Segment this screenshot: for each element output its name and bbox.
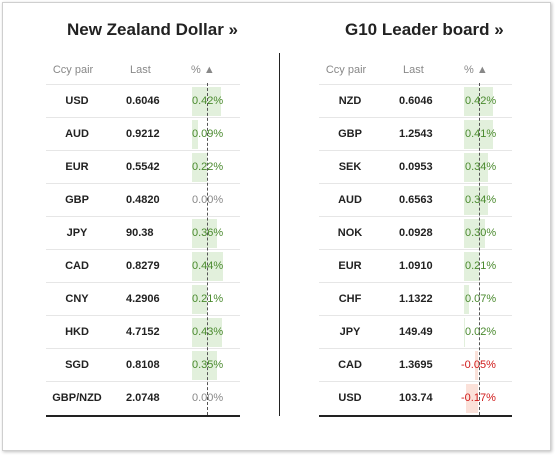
ccy-pair-cell[interactable]: AUD — [338, 194, 362, 206]
change-bar — [464, 153, 488, 182]
table-row[interactable]: CAD 0.8279 0.44% — [46, 249, 240, 283]
change-bar — [466, 384, 478, 413]
ccy-pair-cell[interactable]: CAD — [338, 359, 362, 371]
pct-change-cell: 0.30% — [465, 227, 497, 239]
ccy-pair-cell[interactable]: CAD — [65, 260, 89, 272]
last-price-cell: 1.3695 — [399, 359, 433, 371]
last-price-cell: 149.49 — [399, 326, 433, 338]
last-price-cell: 103.74 — [399, 392, 433, 404]
ccy-pair-cell[interactable]: HKD — [65, 326, 89, 338]
table-bottom-rule — [46, 415, 240, 417]
table-row[interactable]: GBP/NZD 2.0748 0.00% — [46, 381, 240, 415]
change-bar — [464, 318, 466, 347]
ccy-pair-cell[interactable]: CHF — [338, 293, 362, 305]
table-row[interactable]: JPY 149.49 0.02% — [319, 315, 512, 349]
ccy-pair-cell[interactable]: NOK — [337, 227, 363, 239]
ccy-pair-cell[interactable]: NZD — [338, 95, 362, 107]
last-price-cell: 0.4820 — [126, 194, 160, 206]
change-bar — [192, 120, 199, 149]
change-bar — [464, 120, 493, 149]
pct-change-cell: 0.07% — [465, 293, 497, 305]
change-bar — [192, 351, 217, 380]
table-row[interactable]: NOK 0.0928 0.30% — [319, 216, 512, 250]
last-price-cell: 0.0928 — [399, 227, 433, 239]
ccy-pair-cell[interactable]: GBP — [65, 194, 89, 206]
table-row[interactable]: NZD 0.6046 0.42% — [319, 84, 512, 118]
last-price-cell: 4.2906 — [126, 293, 160, 305]
header-pct-sort[interactable]: % ▲ — [191, 64, 215, 76]
table-row[interactable]: CHF 1.1322 0.07% — [319, 282, 512, 316]
table-row[interactable]: GBP 0.4820 0.00% — [46, 183, 240, 217]
zero-line — [207, 83, 208, 415]
table-row[interactable]: HKD 4.7152 0.43% — [46, 315, 240, 349]
ccy-pair-cell[interactable]: JPY — [339, 326, 361, 338]
table-row[interactable]: USD 103.74 -0.17% — [319, 381, 512, 415]
change-bar — [464, 186, 488, 215]
table-row[interactable]: CNY 4.2906 0.21% — [46, 282, 240, 316]
header-ccy-pair[interactable]: Ccy pair — [52, 64, 94, 76]
change-bar — [192, 219, 218, 248]
table-row[interactable]: EUR 1.0910 0.21% — [319, 249, 512, 283]
last-price-cell: 0.0953 — [399, 161, 433, 173]
last-price-cell: 0.9212 — [126, 128, 160, 140]
header-last[interactable]: Last — [130, 64, 151, 76]
ccy-pair-cell[interactable]: GBP/NZD — [52, 392, 102, 404]
last-price-cell: 0.6046 — [126, 95, 160, 107]
change-bar — [464, 252, 479, 281]
ccy-pair-cell[interactable]: GBP — [338, 128, 362, 140]
last-price-cell: 0.5542 — [126, 161, 160, 173]
pct-change-cell: 0.42% — [465, 95, 497, 107]
change-bar — [464, 285, 469, 314]
table-bottom-rule — [319, 415, 512, 417]
ccy-pair-cell[interactable]: USD — [338, 392, 362, 404]
pct-change-cell: 0.21% — [465, 260, 497, 272]
table-row[interactable]: USD 0.6046 0.42% — [46, 84, 240, 118]
ccy-pair-cell[interactable]: USD — [65, 95, 89, 107]
panel-divider — [279, 53, 280, 416]
last-price-cell: 0.6563 — [399, 194, 433, 206]
change-bar — [192, 87, 222, 116]
pct-change-cell: 0.41% — [465, 128, 497, 140]
table-row[interactable]: AUD 0.6563 0.34% — [319, 183, 512, 217]
pct-change-cell: 0.34% — [465, 161, 497, 173]
last-price-cell: 1.1322 — [399, 293, 433, 305]
panel-title-link[interactable]: New Zealand Dollar » — [67, 20, 238, 39]
change-bar — [474, 351, 478, 380]
last-price-cell: 0.6046 — [399, 95, 433, 107]
change-bar — [464, 87, 494, 116]
ccy-pair-cell[interactable]: AUD — [65, 128, 89, 140]
table-row[interactable]: EUR 0.5542 0.22% — [46, 150, 240, 184]
zero-line — [479, 83, 480, 415]
ccy-pair-cell[interactable]: JPY — [66, 227, 88, 239]
table-row[interactable]: JPY 90.38 0.36% — [46, 216, 240, 250]
ccy-pair-cell[interactable]: EUR — [65, 161, 89, 173]
last-price-cell: 1.2543 — [399, 128, 433, 140]
panel-title-link[interactable]: G10 Leader board » — [345, 20, 504, 39]
header-pct-sort[interactable]: % ▲ — [464, 64, 488, 76]
table-row[interactable]: SGD 0.8108 0.35% — [46, 348, 240, 382]
table-row[interactable]: GBP 1.2543 0.41% — [319, 117, 512, 151]
pct-change-cell: 0.34% — [465, 194, 497, 206]
ccy-pair-cell[interactable]: EUR — [338, 260, 362, 272]
table-row[interactable]: SEK 0.0953 0.34% — [319, 150, 512, 184]
last-price-cell: 1.0910 — [399, 260, 433, 272]
pct-change-cell: -0.17% — [461, 392, 496, 404]
ccy-pair-cell[interactable]: SGD — [65, 359, 89, 371]
header-ccy-pair[interactable]: Ccy pair — [325, 64, 367, 76]
table-row[interactable]: CAD 1.3695 -0.05% — [319, 348, 512, 382]
pct-change-cell: 0.02% — [465, 326, 497, 338]
widget-frame: New Zealand Dollar » Ccy pair Last % ▲ U… — [2, 2, 551, 451]
last-price-cell: 90.38 — [126, 227, 154, 239]
last-price-cell: 2.0748 — [126, 392, 160, 404]
ccy-pair-cell[interactable]: SEK — [338, 161, 362, 173]
pct-change-cell: -0.05% — [461, 359, 496, 371]
last-price-cell: 0.8108 — [126, 359, 160, 371]
change-bar — [192, 285, 207, 314]
table-row[interactable]: AUD 0.9212 0.09% — [46, 117, 240, 151]
last-price-cell: 0.8279 — [126, 260, 160, 272]
header-last[interactable]: Last — [403, 64, 424, 76]
change-bar — [192, 153, 208, 182]
ccy-pair-cell[interactable]: CNY — [65, 293, 89, 305]
last-price-cell: 4.7152 — [126, 326, 160, 338]
